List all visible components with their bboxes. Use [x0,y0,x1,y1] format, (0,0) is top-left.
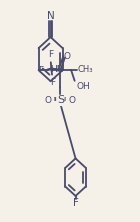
Text: S: S [57,95,64,105]
Text: N: N [47,11,54,21]
Text: F: F [48,50,53,59]
Text: F: F [73,198,79,208]
Text: OH: OH [77,82,91,91]
Text: CH₃: CH₃ [78,65,93,74]
Text: HN: HN [50,65,63,74]
Text: F: F [38,66,44,75]
Text: O: O [69,96,76,105]
Text: O: O [63,52,70,61]
Text: O: O [45,96,52,105]
Text: F: F [50,78,55,87]
